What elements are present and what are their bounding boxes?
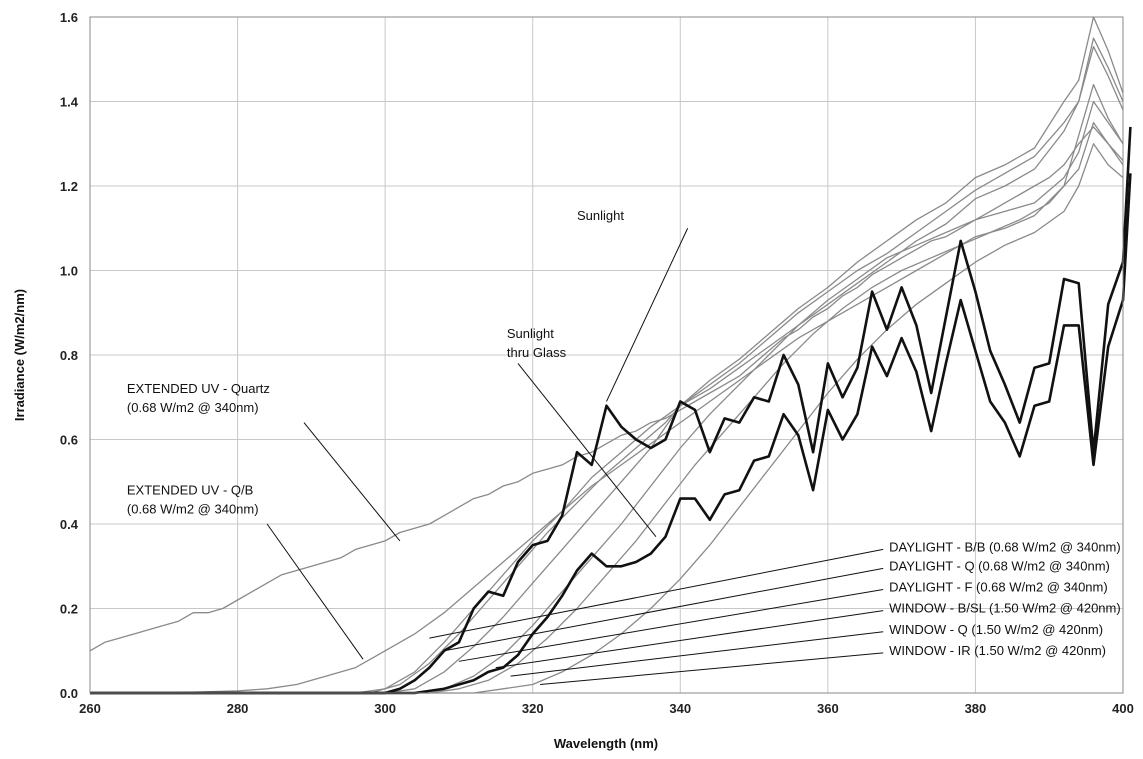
leader-line-glass	[517, 363, 657, 537]
series-line-daylight-f-0-68-w-m2-340nm	[90, 45, 1124, 694]
series-line-daylight-q-0-68-w-m2-340nm	[90, 16, 1124, 694]
leader-line-win-q	[510, 631, 884, 677]
series-line-sunlight-thru-glass	[90, 173, 1132, 695]
annotations: Sunlight Sunlight thru Glass EXTENDED UV - …	[127, 208, 1121, 686]
leader-line-qb	[266, 523, 364, 660]
annotation-glass: Sunlight thru Glass	[507, 326, 567, 360]
y-tick-label: 1.2	[60, 179, 78, 194]
y-tick-label: 0.6	[60, 433, 78, 448]
x-tick-label: 280	[227, 701, 249, 716]
x-axis-title: Wavelength (nm)	[554, 736, 658, 751]
x-tick-label: 360	[817, 701, 839, 716]
annotation-day-bb: DAYLIGHT - B/B (0.68 W/m2 @ 340nm)	[889, 539, 1121, 554]
annotation-day-q: DAYLIGHT - Q (0.68 W/m2 @ 340nm)	[889, 558, 1110, 573]
x-tick-label: 380	[965, 701, 987, 716]
y-tick-label: 0.0	[60, 686, 78, 701]
x-tick-label: 320	[522, 701, 544, 716]
series-line-sunlight	[90, 126, 1132, 695]
series-line-extended-uv-q-b	[90, 83, 1124, 694]
leader-line-day-bb	[429, 548, 884, 639]
annotation-win-bsl: WINDOW - B/SL (1.50 W/m2 @ 420nm)	[889, 601, 1121, 616]
y-axis-title: Irradiance (W/m2/nm)	[12, 289, 27, 421]
leader-line-win-ir	[540, 652, 884, 686]
leader-line-win-bsl	[495, 610, 884, 669]
plot-frame	[89, 16, 1124, 694]
axes: 260 280 300 320 340 360 380 400 0.0 0.2 0.4 0.6 0.8 1…	[60, 10, 1134, 716]
annotation-qb: EXTENDED UV - Q/B (0.68 W/m2 @ 340nm)	[127, 482, 259, 516]
leader-line-sunlight	[606, 228, 689, 402]
x-tick-label: 340	[669, 701, 691, 716]
x-tick-label: 400	[1112, 701, 1134, 716]
y-tick-label: 0.4	[60, 517, 79, 532]
annotation-win-ir: WINDOW - IR (1.50 W/m2 @ 420nm)	[889, 643, 1106, 658]
annotation-sunlight: Sunlight	[577, 208, 624, 223]
series-lines	[89, 16, 1132, 695]
leader-line-day-f	[458, 588, 884, 662]
series-line-window-b-sl-1-50-w-m2-420nm	[90, 100, 1124, 694]
leader-line-quartz	[303, 422, 401, 542]
leader-line-day-q	[444, 567, 884, 652]
series-line-daylight-b-b-0-68-w-m2-340nm	[90, 37, 1124, 694]
series-line-extended-uv-quartz	[89, 126, 1124, 652]
y-tick-label: 0.2	[60, 602, 78, 617]
series-line-window-q-1-50-w-m2-420nm	[90, 121, 1124, 694]
x-tick-label: 300	[374, 701, 396, 716]
y-tick-label: 1.6	[60, 10, 78, 25]
annotation-quartz: EXTENDED UV - Quartz (0.68 W/m2 @ 340nm)	[127, 381, 270, 415]
y-tick-label: 1.0	[60, 264, 78, 279]
annotation-day-f: DAYLIGHT - F (0.68 W/m2 @ 340nm)	[889, 580, 1108, 595]
y-tick-label: 0.8	[60, 348, 78, 363]
x-tick-label: 260	[79, 701, 101, 716]
y-tick-label: 1.4	[60, 95, 79, 110]
annotation-win-q: WINDOW - Q (1.50 W/m2 @ 420nm)	[889, 622, 1103, 637]
